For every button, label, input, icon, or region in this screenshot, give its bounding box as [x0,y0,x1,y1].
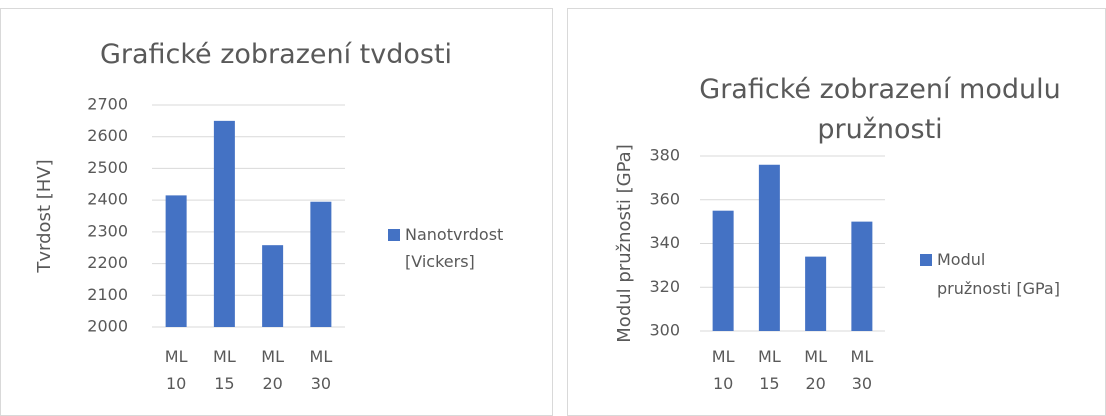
y-tick-label: 2700 [87,95,128,114]
legend-label: Modul pružnosti [GPa] [937,250,1060,298]
y-axis-label: Tvrdost [HV] [34,159,55,273]
chart-frame [567,8,1106,416]
bar [712,210,734,331]
bar [165,195,187,327]
chart-frame [0,8,553,416]
bar [262,245,284,327]
legend-swatch [388,229,400,241]
bar [310,201,332,327]
x-tick-label: ML 30 [310,347,333,393]
chart-title: Grafické zobrazení modulu pružnosti [699,74,1060,145]
bar [758,164,780,331]
x-tick-label: ML 10 [165,347,188,393]
y-tick-label: 2500 [87,158,128,177]
y-tick-label: 340 [649,233,680,252]
y-tick-label: 320 [649,277,680,296]
x-tick-label: ML 20 [261,347,284,393]
bar [851,221,873,331]
y-tick-label: 2600 [87,126,128,145]
legend-swatch [920,254,932,266]
y-axis-label: Modul pružnosti [GPa] [614,144,635,342]
x-tick-label: ML 30 [851,347,874,393]
y-tick-label: 2400 [87,190,128,209]
x-tick-label: ML 10 [712,347,735,393]
y-tick-label: 2000 [87,317,128,336]
bar [213,120,235,327]
y-tick-label: 380 [649,146,680,165]
x-tick-label: ML 15 [213,347,236,393]
bar [805,256,827,331]
x-tick-label: ML 20 [804,347,827,393]
y-tick-label: 2100 [87,285,128,304]
legend-label: Nanotvrdost [Vickers] [405,225,503,271]
y-tick-label: 300 [649,321,680,340]
y-tick-label: 360 [649,189,680,208]
x-tick-label: ML 15 [758,347,781,393]
y-tick-label: 2200 [87,253,128,272]
y-tick-label: 2300 [87,221,128,240]
chart-title: Grafické zobrazení tvdosti [100,39,452,70]
